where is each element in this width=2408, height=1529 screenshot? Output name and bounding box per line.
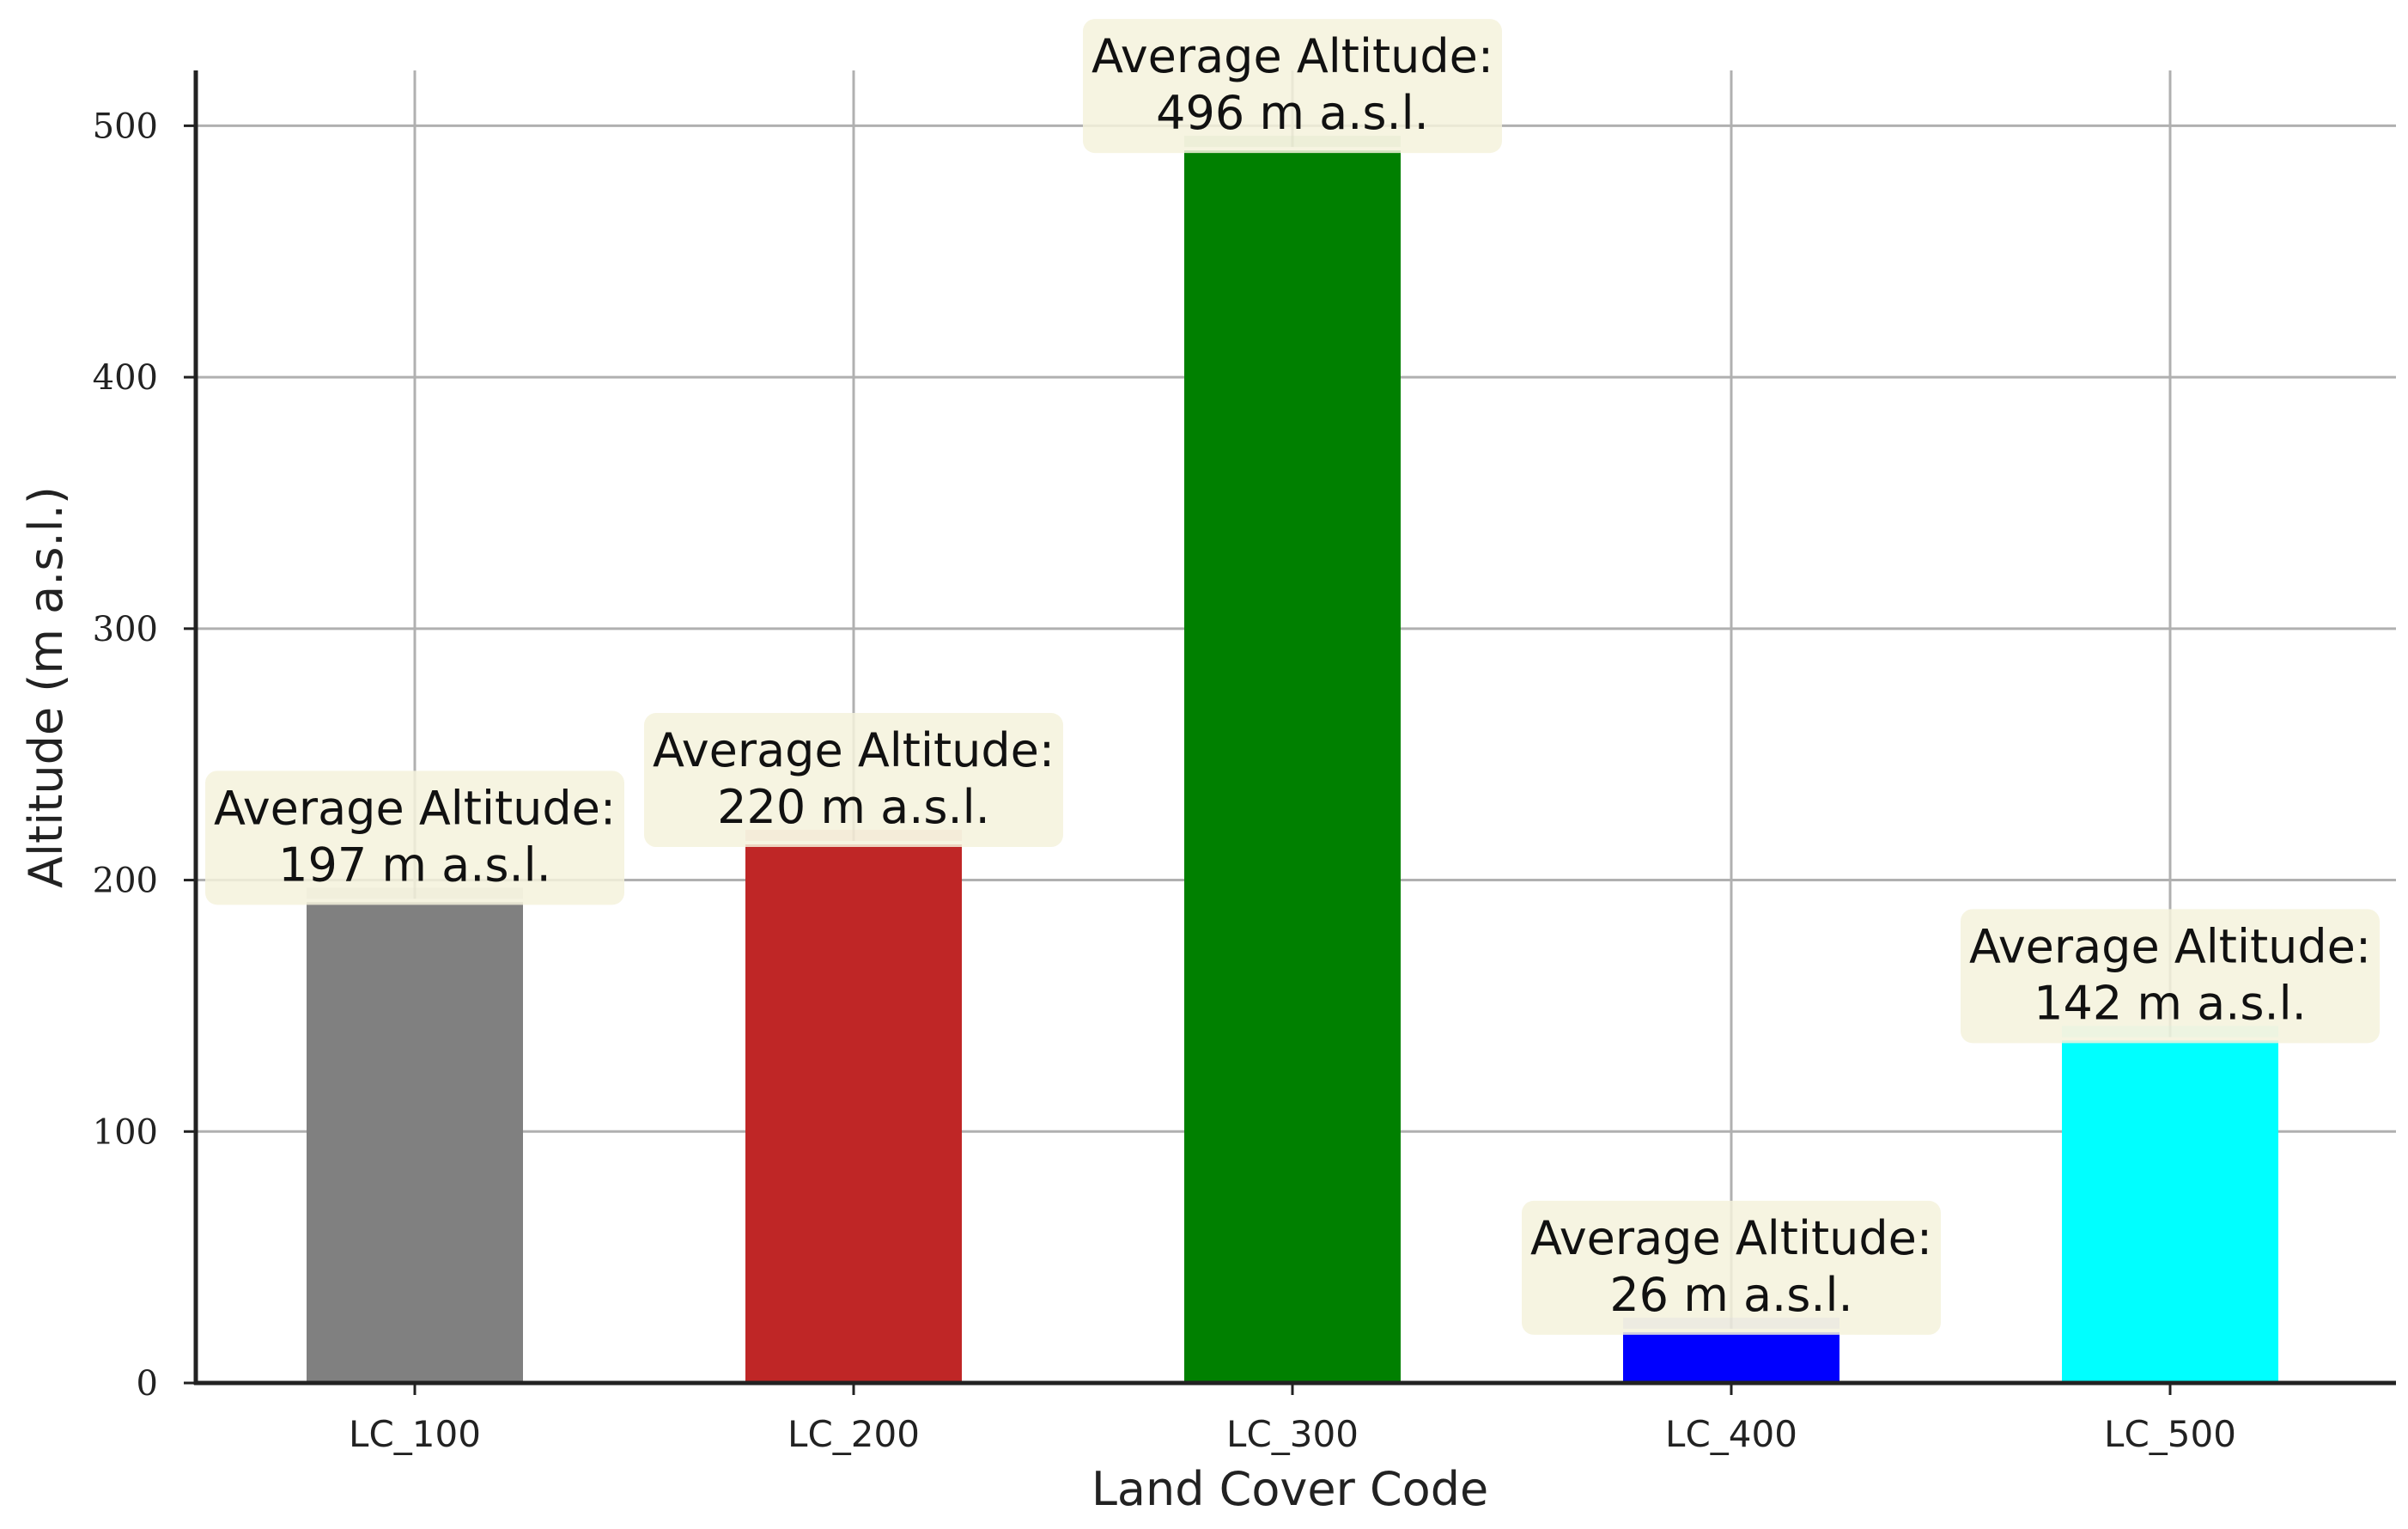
y-axis-label: Altitude (m a.s.l.) [19, 486, 73, 888]
x-tick-label: LC_500 [2104, 1413, 2236, 1455]
bar-lc-300 [1184, 149, 1401, 1383]
annotation-box [205, 771, 624, 905]
annotation-lc-300: Average Altitude:496 m a.s.l. [1083, 19, 1502, 154]
y-tick-label: 500 [93, 107, 158, 146]
annotations: Average Altitude:197 m a.s.l.Average Alt… [205, 19, 2380, 1335]
annotation-lc-500: Average Altitude:142 m a.s.l. [1961, 909, 2380, 1044]
annotation-value: 26 m a.s.l. [1609, 1268, 1852, 1322]
axes [193, 70, 2396, 1386]
bar-lc-400 [1623, 1331, 1839, 1383]
annotation-value: 142 m a.s.l. [2034, 976, 2307, 1030]
annotation-title: Average Altitude: [653, 723, 1055, 777]
x-tick-label: LC_400 [1665, 1413, 1797, 1455]
bar-lc-200 [745, 844, 962, 1383]
annotation-lc-200: Average Altitude:220 m a.s.l. [644, 713, 1063, 848]
annotation-value: 496 m a.s.l. [1156, 86, 1429, 140]
bar-lc-100 [307, 901, 523, 1383]
tick-labels: 0 100 200 300 400 500 LC_100 LC_200 LC_300 LC_400… [93, 107, 2236, 1455]
y-tick-label: 400 [93, 358, 158, 398]
annotation-box [1083, 19, 1502, 154]
annotation-title: Average Altitude: [1092, 29, 1493, 83]
annotation-value: 197 m a.s.l. [278, 838, 551, 892]
bar-lc-500 [2062, 1039, 2278, 1383]
x-tick-label: LC_200 [787, 1413, 920, 1455]
x-axis-label: Land Cover Code [1092, 1462, 1488, 1516]
y-tick-label: 200 [93, 862, 158, 901]
y-tick-label: 300 [93, 610, 158, 649]
bars [307, 136, 2278, 1383]
y-tick-label: 0 [137, 1364, 158, 1404]
annotation-title: Average Altitude: [214, 781, 616, 835]
annotation-box [1522, 1200, 1941, 1335]
x-tick-label: LC_100 [349, 1413, 481, 1455]
annotation-lc-100: Average Altitude:197 m a.s.l. [205, 771, 624, 905]
annotation-box [1961, 909, 2380, 1044]
annotation-title: Average Altitude: [1530, 1211, 1932, 1265]
annotation-box [644, 713, 1063, 848]
annotation-lc-400: Average Altitude:26 m a.s.l. [1522, 1200, 1941, 1335]
annotation-title: Average Altitude: [1969, 919, 2371, 973]
x-tick-label: LC_300 [1226, 1413, 1359, 1455]
annotation-value: 220 m a.s.l. [717, 780, 990, 834]
y-tick-label: 100 [93, 1112, 158, 1152]
